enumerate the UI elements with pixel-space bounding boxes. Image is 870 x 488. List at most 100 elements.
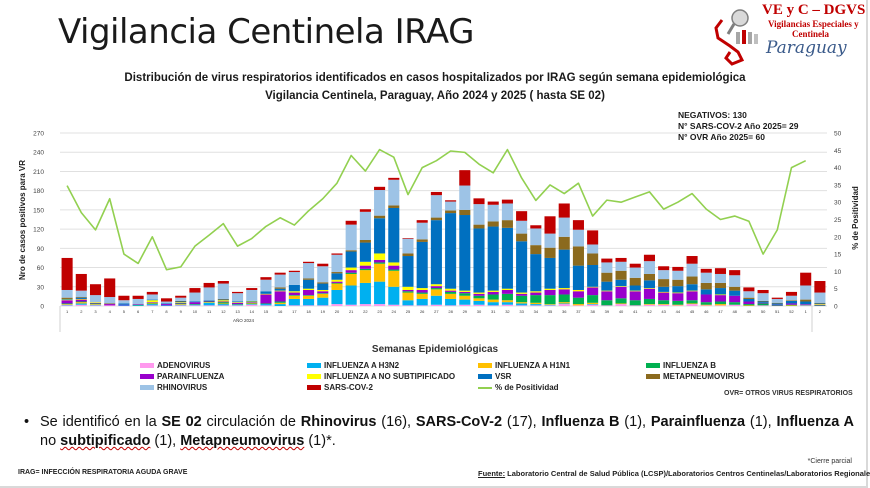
bar-segment-parainfluenza: [416, 289, 428, 293]
x-tick-label: 51: [775, 309, 780, 314]
bar-segment-rhinovirus: [643, 261, 655, 274]
bar-segment-influenza-a-no-subtipificado: [516, 292, 528, 294]
bar-segment-sars-cov-2: [274, 272, 286, 275]
bar-week-16: [274, 272, 286, 306]
bar-segment-sars-cov-2: [714, 268, 727, 274]
logo-text-paraguay: Paraguay: [766, 38, 847, 58]
summary-part: (1),: [150, 433, 181, 449]
bar-segment-influenza-a-h1n1: [146, 303, 158, 305]
bar-week-22: [359, 209, 371, 306]
bar-segment-parainfluenza: [132, 304, 144, 305]
bar-segment-influenza-a-h1n1: [501, 300, 513, 303]
bar-segment-metapneumovirus: [487, 221, 499, 227]
x-tick-label: 49: [747, 309, 752, 314]
bar-segment-sars-cov-2: [487, 201, 499, 205]
bar-segment-influenza-b: [175, 303, 187, 305]
bar-week-41: [629, 263, 641, 306]
summary-part: (1)*.: [304, 433, 336, 449]
bar-segment-sars-cov-2: [516, 211, 528, 221]
bar-segment-influenza-a-h3n2: [487, 302, 499, 306]
bar-segment-rhinovirus: [700, 272, 712, 283]
bar-segment-adenovirus: [473, 304, 485, 306]
legend-label: METAPNEUMOVIRUS: [663, 372, 745, 381]
bar-segment-vsr: [232, 301, 244, 303]
x-axis-ticks: 1 2 3 4 5 6 7 8 9 10 11 12 13 14 15 16 17 18 19 20 21 22 23 24 2…: [66, 309, 822, 314]
bar-segment-influenza-a-h1n1: [700, 304, 712, 306]
bar-segment-vsr: [303, 279, 315, 289]
bar-segment-influenza-a-h3n2: [89, 304, 102, 306]
bar-segment-rhinovirus: [615, 261, 627, 271]
bar-segment-metapneumovirus: [516, 233, 528, 242]
summary-part: Se identificó en la: [40, 414, 162, 430]
bar-week-38: [587, 230, 599, 306]
bar-segment-sars-cov-2: [700, 268, 712, 273]
bar-segment-adenovirus: [487, 305, 499, 306]
bar-week-45: [686, 256, 698, 306]
bar-segment-sars-cov-2: [530, 225, 542, 229]
bar-segment-adenovirus: [601, 305, 613, 306]
bar-segment-adenovirus: [615, 304, 627, 306]
bar-segment-rhinovirus: [430, 195, 442, 218]
x-tick-label: 29: [463, 309, 468, 314]
bar-segment-metapneumovirus: [430, 217, 442, 221]
bar-segment-sars-cov-2: [104, 278, 116, 298]
bar-segment-vsr: [686, 284, 698, 291]
bar-segment-vsr: [814, 303, 826, 305]
bar-segment-rhinovirus: [516, 220, 528, 234]
summary-part: (16),: [376, 414, 416, 430]
y-tick-label: 150: [33, 207, 44, 214]
y-tick-label: 210: [33, 169, 44, 176]
x-tick-label: 44: [676, 309, 681, 314]
bar-segment-influenza-a-no-subtipificado: [530, 291, 542, 293]
bar-segment-metapneumovirus: [331, 272, 343, 274]
bar-segment-vsr: [175, 301, 187, 303]
bar-segment-vsr: [516, 241, 528, 293]
bar-week-44: [672, 266, 684, 306]
bar-segment-influenza-a-h1n1: [303, 295, 315, 299]
bar-segment-rhinovirus: [445, 201, 457, 211]
summary-influenza-a: Influenza A: [776, 414, 854, 430]
bar-segment-influenza-a-no-subtipificado: [672, 292, 684, 294]
bar-segment-parainfluenza: [459, 291, 471, 294]
x-tick-label: 8: [165, 309, 168, 314]
bar-week-50: [757, 289, 769, 306]
bar-segment-sars-cov-2: [615, 257, 627, 262]
bar-segment-influenza-a-h1n1: [615, 303, 627, 305]
x-tick-label: 4: [109, 309, 112, 314]
bar-segment-vsr: [558, 249, 570, 289]
bar-segment-influenza-a-h1n1: [331, 283, 343, 290]
bar-segment-sars-cov-2: [374, 186, 386, 191]
bar-segment-parainfluenza: [587, 287, 599, 296]
bar-segment-vsr: [487, 226, 499, 291]
bar-week-52: [785, 291, 798, 306]
bar-week-1: [61, 257, 73, 306]
bar-segment-metapneumovirus: [345, 250, 357, 252]
bar-segment-sars-cov-2: [501, 199, 513, 204]
bar-segment-adenovirus: [416, 305, 428, 306]
bar-segment-vsr: [757, 301, 769, 303]
bar-segment-vsr: [473, 228, 485, 293]
bar-segment-influenza-b: [459, 293, 471, 296]
bar-segment-parainfluenza: [700, 294, 712, 303]
bar-segment-influenza-a-h1n1: [274, 302, 286, 305]
bar-segment-influenza-a-h3n2: [260, 304, 272, 306]
bar-segment-sars-cov-2: [658, 266, 670, 271]
bar-segment-metapneumovirus: [75, 297, 87, 298]
x-tick-label: 45: [690, 309, 695, 314]
bar-segment-parainfluenza: [75, 299, 87, 302]
bar-segment-influenza-b: [516, 295, 528, 303]
bar-segment-rhinovirus: [714, 273, 727, 283]
bar-segment-rhinovirus: [459, 185, 471, 210]
bar-segment-influenza-b: [232, 304, 244, 305]
bar-segment-vsr: [260, 291, 272, 294]
bar-segment-influenza-a-h3n2: [246, 304, 258, 305]
bar-segment-influenza-b: [814, 305, 826, 306]
bar-segment-adenovirus: [203, 305, 215, 306]
bar-segment-influenza-b: [672, 300, 684, 305]
x-tick-label: 20: [335, 309, 340, 314]
x-tick-label: 9: [180, 309, 183, 314]
legend-swatch: [646, 374, 660, 379]
bar-segment-influenza-b: [771, 305, 783, 306]
x-tick-label: 30: [477, 309, 482, 314]
bar-segment-influenza-a-h3n2: [146, 304, 158, 306]
